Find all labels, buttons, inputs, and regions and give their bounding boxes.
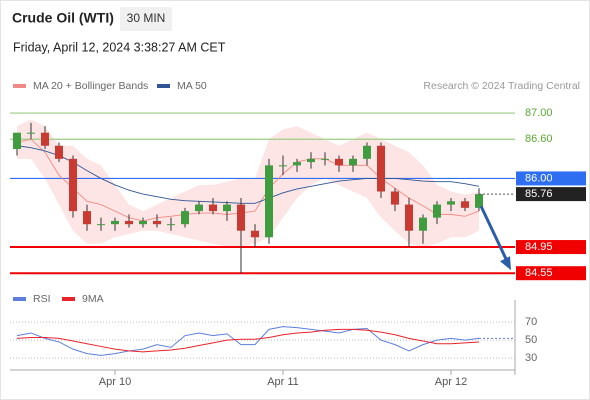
candle-body bbox=[307, 158, 315, 163]
legend-label: 9MA bbox=[82, 293, 104, 305]
rsi-line bbox=[16, 326, 480, 356]
legend-swatch bbox=[157, 84, 170, 88]
title: Crude Oil (WTI) bbox=[12, 10, 114, 26]
candle-body bbox=[321, 158, 329, 160]
candle-body bbox=[83, 211, 91, 225]
candle-body bbox=[195, 204, 203, 212]
rsi-ma-line bbox=[16, 328, 480, 353]
ma50-line bbox=[16, 145, 480, 204]
legend-label: MA 20 + Bollinger Bands bbox=[33, 80, 148, 92]
x-tick-label: Apr 11 bbox=[267, 376, 299, 388]
candle-body bbox=[139, 220, 147, 225]
candle-body bbox=[447, 201, 455, 205]
candle-body bbox=[391, 191, 399, 205]
level-label: 86.00 bbox=[525, 172, 553, 184]
candle-body bbox=[181, 211, 189, 225]
y-tick-label: 70 bbox=[525, 316, 537, 328]
candle-body bbox=[125, 220, 133, 225]
level-badge bbox=[516, 171, 586, 186]
timestamp: Friday, April 12, 2024 3:38:27 AM CET bbox=[13, 40, 226, 54]
legend-label: RSI bbox=[33, 293, 51, 305]
level-label: 84.95 bbox=[525, 241, 553, 253]
candle-body bbox=[335, 158, 343, 166]
candle-body bbox=[237, 204, 245, 231]
candle-body bbox=[419, 217, 427, 231]
legend-swatch bbox=[13, 84, 26, 88]
legend-swatch bbox=[13, 297, 26, 301]
y-tick-label: 50 bbox=[525, 334, 537, 346]
candle-body bbox=[293, 162, 301, 166]
level-badge bbox=[516, 240, 586, 255]
candle-body bbox=[405, 204, 413, 231]
legend-label: MA 50 bbox=[177, 80, 207, 92]
candle-body bbox=[41, 132, 49, 146]
last-price-badge bbox=[516, 187, 586, 202]
level-label: 86.60 bbox=[525, 133, 553, 145]
y-tick-label: 30 bbox=[525, 352, 537, 364]
target-arrowhead bbox=[500, 256, 511, 271]
candle-body bbox=[251, 230, 259, 238]
candle-body bbox=[279, 165, 287, 167]
candle-body bbox=[111, 220, 119, 225]
candle-body bbox=[13, 132, 21, 150]
interval-badge bbox=[120, 7, 172, 31]
level-badge bbox=[516, 266, 586, 281]
candle-body bbox=[69, 158, 77, 212]
level-label: 84.55 bbox=[525, 267, 553, 279]
legend-swatch bbox=[62, 297, 75, 301]
candle-body bbox=[265, 165, 273, 238]
x-tick-label: Apr 12 bbox=[435, 376, 467, 388]
target-arrow bbox=[479, 205, 510, 264]
candle-body bbox=[349, 158, 357, 166]
ma20-line bbox=[16, 138, 480, 222]
x-tick-label: Apr 10 bbox=[99, 376, 131, 388]
candle-body bbox=[167, 224, 175, 226]
candle-body bbox=[433, 204, 441, 218]
interval: 30 MIN bbox=[127, 11, 166, 25]
candle-body bbox=[461, 201, 469, 208]
candle-body bbox=[153, 220, 161, 225]
credit: Research © 2024 Trading Central bbox=[423, 80, 580, 92]
candle-body bbox=[55, 145, 63, 159]
candle-body bbox=[97, 224, 105, 226]
candle-body bbox=[475, 194, 483, 208]
candle-body bbox=[377, 145, 385, 192]
last-price-label: 85.76 bbox=[525, 188, 553, 200]
level-label: 87.00 bbox=[525, 107, 553, 119]
candle-body bbox=[363, 145, 371, 159]
candle-body bbox=[209, 204, 217, 212]
candle-body bbox=[27, 132, 35, 134]
candle-body bbox=[223, 204, 231, 212]
